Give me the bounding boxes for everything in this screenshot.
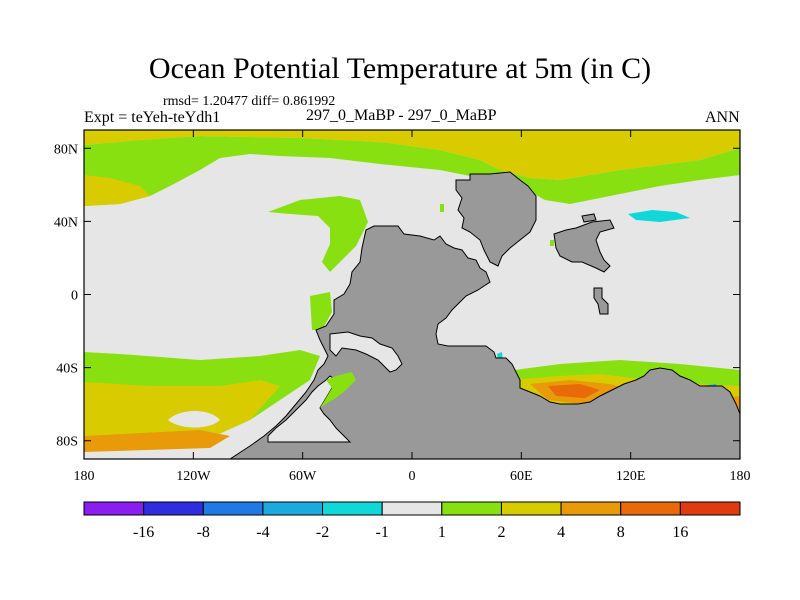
center-label: 297_0_MaBP - 297_0_MaBP	[306, 107, 497, 124]
colorbar-label: -4	[256, 524, 269, 541]
lon-tick-label: 60W	[289, 469, 317, 484]
colorbar-swatch	[560, 501, 622, 516]
colorbar-swatch	[83, 501, 145, 516]
land-eurafrica	[84, 225, 740, 459]
map-field	[84, 130, 740, 459]
colorbar-label: -16	[133, 524, 154, 541]
colorbar-swatch	[381, 501, 443, 516]
longitude-axis: 180 120W 60W 0 60E 120E 180	[74, 130, 751, 484]
land-island	[581, 213, 597, 223]
colorbar: -16 -8 -4 -2 -1 1 2 4 8 16	[83, 501, 741, 541]
lon-tick-label: 120E	[616, 469, 646, 484]
experiment-label: Expt = teYeh-teYdh1	[84, 109, 221, 126]
north-pacific-green-tongue	[268, 196, 368, 272]
green-dot	[440, 204, 444, 212]
colorbar-label: 2	[497, 524, 505, 541]
lat-tick-label: 40N	[54, 215, 78, 230]
colorbar-label: 16	[672, 524, 688, 541]
colorbar-swatch	[500, 501, 562, 516]
southwest-orange-strip	[84, 430, 230, 452]
south-zero-lens	[168, 411, 220, 428]
lat-tick-label: 0	[71, 289, 78, 304]
colorbar-swatch	[202, 501, 264, 516]
colorbar-swatch	[322, 501, 383, 516]
northwest-yellow-patch	[84, 175, 150, 206]
lon-tick-label: 60E	[510, 469, 533, 484]
colorbar-swatch	[143, 501, 204, 516]
lat-tick-label: 80N	[54, 142, 78, 157]
lon-tick-label: 180	[74, 469, 95, 484]
south-indian-dark-orange-patch	[548, 384, 600, 398]
colorbar-swatch	[262, 501, 324, 516]
north-green-band	[84, 136, 740, 206]
green-dot	[550, 240, 554, 246]
land-island	[593, 287, 609, 315]
land-masses	[84, 171, 740, 459]
colorbar-label: 4	[557, 524, 565, 541]
lon-tick-label: 180	[730, 469, 751, 484]
colorbar-label: 1	[438, 524, 446, 541]
north-cool-patch	[628, 210, 690, 222]
plot-title: Ocean Potential Temperature at 5m (in C)	[148, 52, 652, 85]
colorbar-label: -1	[376, 524, 389, 541]
southern-green-coast	[320, 372, 356, 408]
land-east-asia	[553, 219, 615, 273]
stats-text: rmsd= 1.20477 diff= 0.861992	[163, 94, 336, 109]
interior-sea	[329, 331, 403, 373]
colorbar-swatch	[679, 501, 741, 516]
season-label: ANN	[705, 109, 740, 126]
colorbar-label: 8	[617, 524, 625, 541]
arctic-warming-band	[84, 130, 740, 180]
latitude-axis: 80N 40N 0 40S 80S	[54, 142, 740, 450]
colorbar-swatch	[620, 501, 681, 516]
south-yellow-band	[84, 380, 280, 440]
lon-tick-label: 0	[409, 469, 416, 484]
lat-tick-label: 80S	[56, 435, 78, 450]
colorbar-label: -8	[197, 524, 210, 541]
colorbar-label: -2	[316, 524, 329, 541]
lon-tick-label: 120W	[176, 469, 211, 484]
lat-tick-label: 40S	[56, 362, 78, 377]
colorbar-swatch	[441, 501, 502, 516]
land-greenland	[455, 171, 537, 267]
tropical-green-strip	[310, 292, 332, 330]
